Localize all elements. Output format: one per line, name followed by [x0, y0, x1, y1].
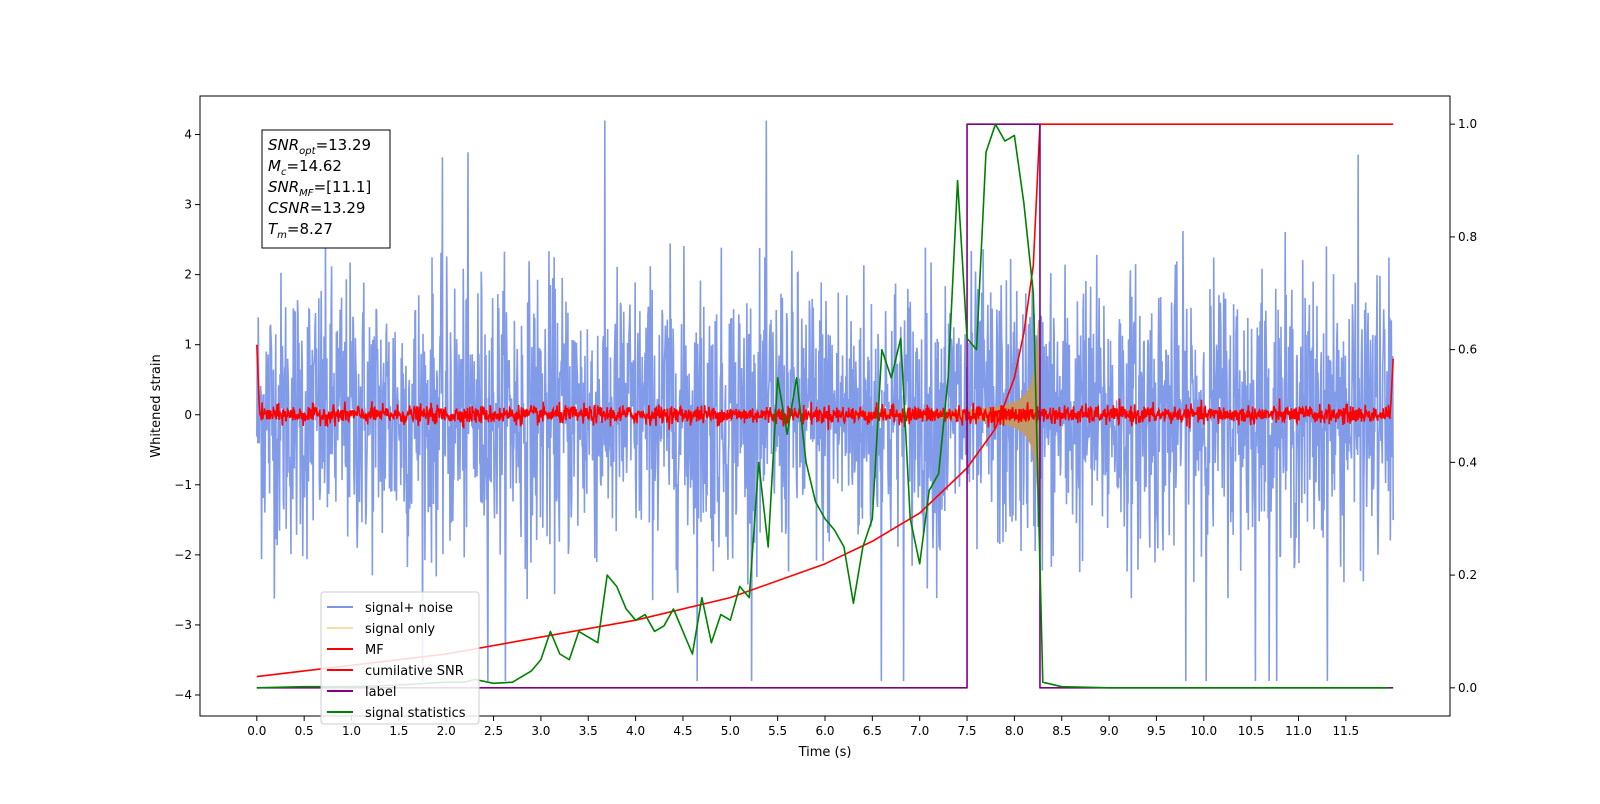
- y-right-tick-label: 1.0: [1458, 117, 1477, 131]
- signal-plus-noise-line: [256, 120, 1394, 681]
- x-tick-label: 10.5: [1238, 724, 1265, 738]
- x-tick-label: 4.0: [626, 724, 645, 738]
- x-tick-label: 5.0: [721, 724, 740, 738]
- signal-statistics-line: [256, 123, 1389, 689]
- mf-path: [256, 344, 1394, 431]
- x-tick-label: 7.0: [910, 724, 929, 738]
- mf-line: [256, 344, 1394, 431]
- legend-label: signal only: [365, 622, 435, 637]
- x-tick-label: 2.0: [437, 724, 456, 738]
- y-axis-right-ticks: 0.0 0.2 0.4 0.6 0.8 1.0: [1450, 117, 1477, 695]
- x-tick-label: 6.5: [863, 724, 882, 738]
- x-tick-label: 3.0: [531, 724, 550, 738]
- cumilative-snr-line: [256, 123, 1394, 678]
- x-tick-label: 0.0: [247, 724, 266, 738]
- y-right-tick-label: 0.0: [1458, 681, 1477, 695]
- annotation-line: Tm=8.27: [268, 220, 333, 241]
- x-tick-label: 1.5: [389, 724, 408, 738]
- y-tick-label: −3: [174, 618, 192, 632]
- x-tick-label: 9.0: [1100, 724, 1119, 738]
- legend-label: signal statistics: [365, 706, 466, 721]
- y-tick-label: 3: [184, 198, 192, 212]
- x-tick-label: 1.0: [342, 724, 361, 738]
- x-tick-label: 11.0: [1285, 724, 1312, 738]
- legend-label: label: [365, 685, 396, 700]
- y-tick-label: 1: [184, 338, 192, 352]
- legend: signal+ noise signal only MF cumilative SNR…: [320, 591, 480, 725]
- x-axis-label: Time (s): [798, 745, 852, 760]
- signal-plus-noise-path: [256, 120, 1394, 681]
- series-lines: [256, 123, 1394, 689]
- annotation-line: Mc=14.62: [268, 157, 342, 178]
- x-tick-label: 10.0: [1190, 724, 1217, 738]
- y-tick-label: 0: [184, 408, 192, 422]
- y-right-tick-label: 0.6: [1458, 343, 1477, 357]
- x-tick-label: 11.5: [1332, 724, 1359, 738]
- x-tick-label: 2.5: [484, 724, 503, 738]
- x-tick-label: 8.0: [1005, 724, 1024, 738]
- x-tick-label: 8.5: [1052, 724, 1071, 738]
- x-tick-label: 6.0: [815, 724, 834, 738]
- legend-label: signal+ noise: [365, 601, 453, 616]
- y-axis-left-ticks: −4 −3 −2 −1 0 1 2 3 4: [174, 128, 200, 702]
- annotation-line: CSNR=13.29: [268, 199, 365, 217]
- annotation-line: SNRMF=[11.1]: [268, 178, 371, 199]
- x-tick-label: 0.5: [295, 724, 314, 738]
- x-tick-label: 7.5: [957, 724, 976, 738]
- legend-frame: [320, 591, 480, 725]
- y-right-tick-label: 0.8: [1458, 230, 1477, 244]
- x-tick-label: 4.5: [673, 724, 692, 738]
- x-tick-label: 9.5: [1147, 724, 1166, 738]
- y-tick-label: −1: [174, 478, 192, 492]
- x-axis-ticks: 0.0 0.5 1.0 1.5 2.0 2.5 3.0 3.5 4.0 4.5 5.0 5.5 6.0 6…: [247, 716, 1359, 738]
- legend-label: MF: [365, 643, 384, 658]
- y-tick-label: −2: [174, 548, 192, 562]
- y-axis-label: Whitened strain: [149, 354, 164, 457]
- annotation-box-frame: [261, 129, 391, 249]
- y-tick-label: 2: [184, 268, 192, 282]
- y-tick-label: −4: [174, 688, 192, 702]
- annotation-box: SNRopt=13.29Mc=14.62SNRMF=[11.1]CSNR=13.…: [261, 129, 391, 249]
- y-right-tick-label: 0.2: [1458, 568, 1477, 582]
- legend-label: cumilative SNR: [365, 664, 464, 679]
- y-right-tick-label: 0.4: [1458, 455, 1477, 469]
- y-tick-label: 4: [184, 128, 192, 142]
- x-tick-label: 3.5: [579, 724, 598, 738]
- annotation-line: SNRopt=13.29: [268, 136, 371, 157]
- x-tick-label: 5.5: [768, 724, 787, 738]
